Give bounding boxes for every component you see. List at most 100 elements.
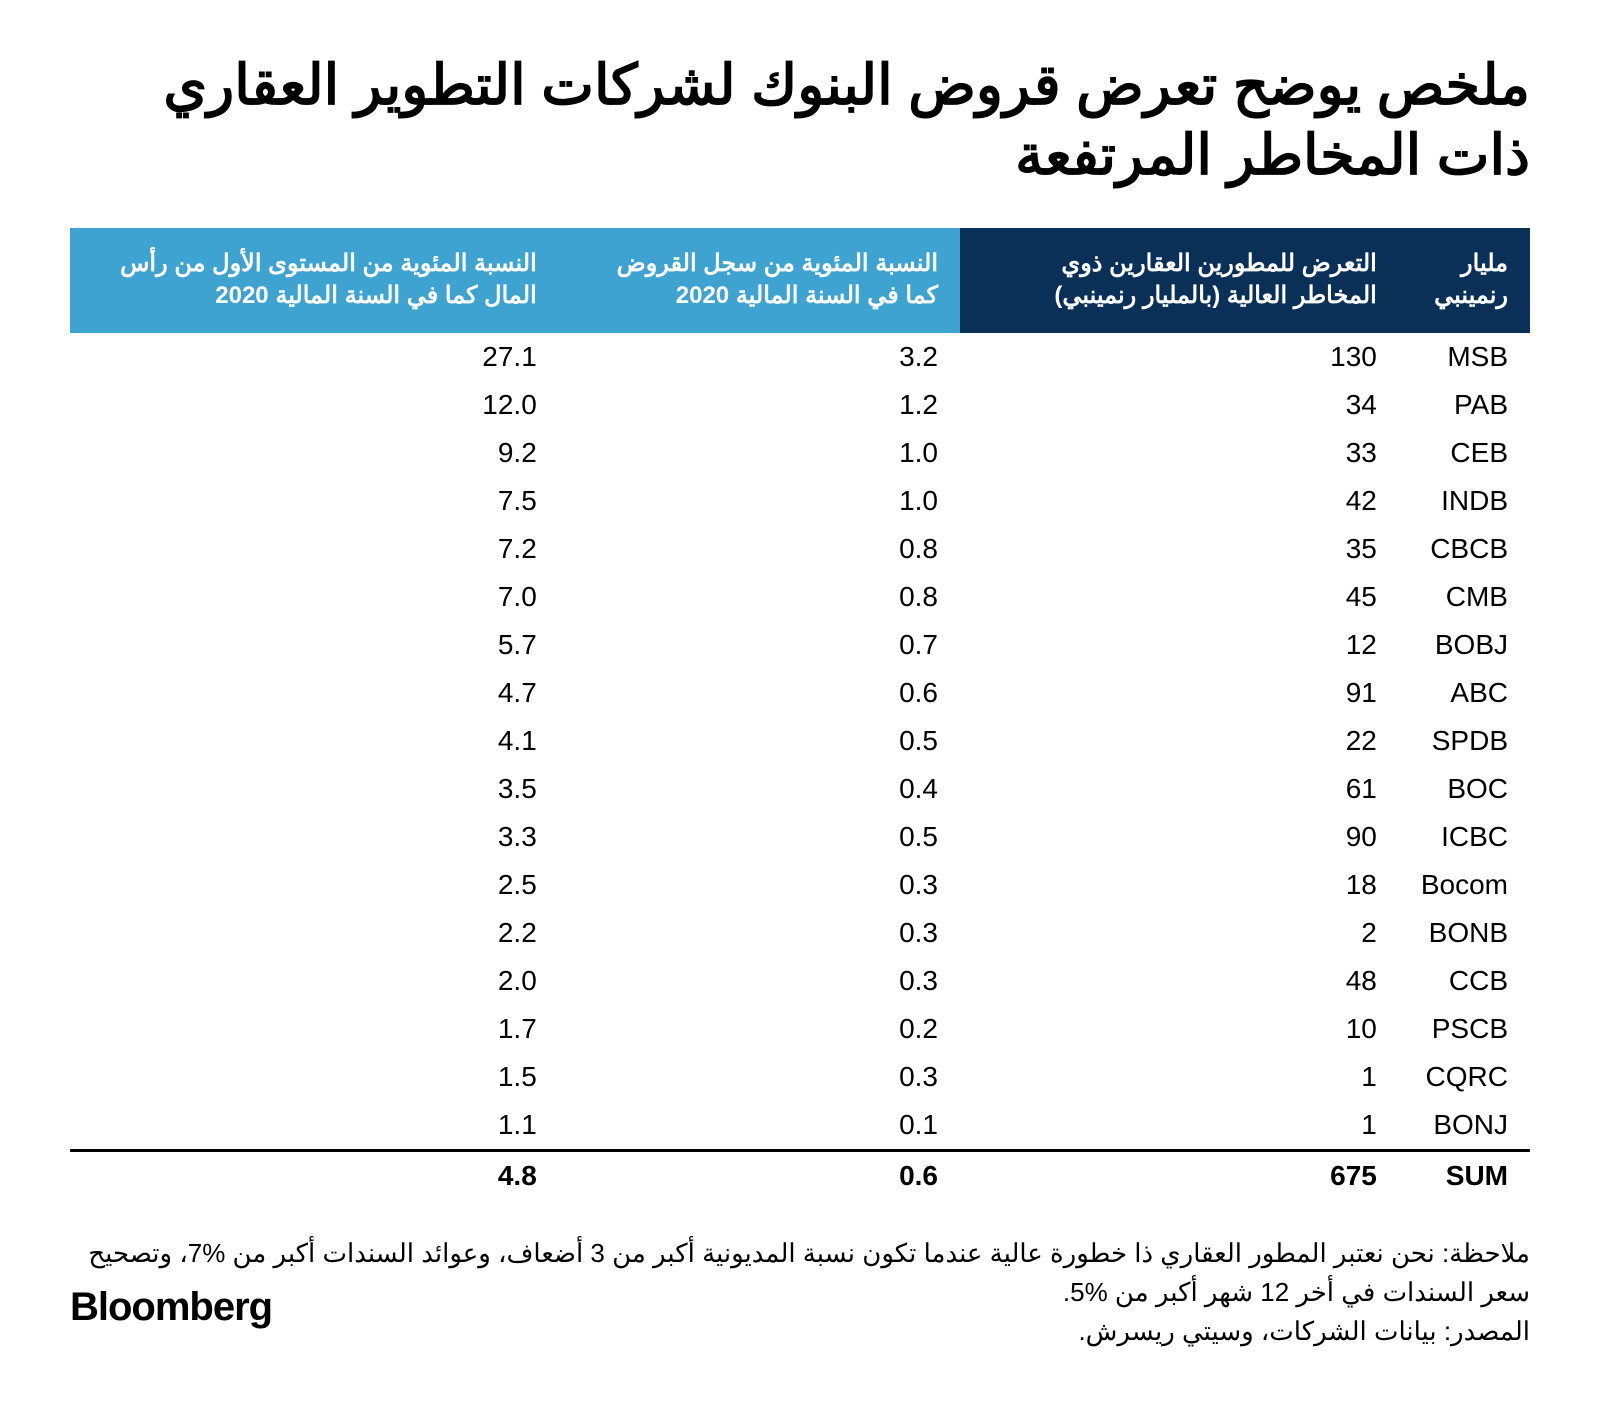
table-cell: 0.3 — [559, 1053, 960, 1101]
table-cell: 27.1 — [70, 333, 559, 381]
table-cell: 0.6 — [559, 1150, 960, 1200]
table-cell: BONJ — [1399, 1101, 1530, 1151]
table-row: BOBJ120.75.7 — [70, 621, 1530, 669]
col-header-pct-cet1: النسبة المئوية من المستوى الأول من رأس ا… — [70, 228, 559, 333]
table-cell: 0.5 — [559, 813, 960, 861]
table-cell: 91 — [960, 669, 1399, 717]
table-cell: ABC — [1399, 669, 1530, 717]
table-cell: 2.0 — [70, 957, 559, 1005]
table-cell: BONB — [1399, 909, 1530, 957]
table-cell: MSB — [1399, 333, 1530, 381]
table-cell: 1.5 — [70, 1053, 559, 1101]
table-row: ICBC900.53.3 — [70, 813, 1530, 861]
page-title: ملخص يوضح تعرض قروض البنوك لشركات التطوي… — [70, 50, 1530, 190]
table-cell: 0.7 — [559, 621, 960, 669]
table-cell: CQRC — [1399, 1053, 1530, 1101]
table-cell: 45 — [960, 573, 1399, 621]
note-methodology: ملاحظة: نحن نعتبر المطور العقاري ذا خطور… — [70, 1234, 1530, 1312]
table-cell: 4.1 — [70, 717, 559, 765]
table-cell: CCB — [1399, 957, 1530, 1005]
table-cell: 1 — [960, 1101, 1399, 1151]
table-row: Bocom180.32.5 — [70, 861, 1530, 909]
table-row: CEB331.09.2 — [70, 429, 1530, 477]
table-cell: CBCB — [1399, 525, 1530, 573]
table-cell: CMB — [1399, 573, 1530, 621]
table-cell: 4.7 — [70, 669, 559, 717]
table-cell: 0.3 — [559, 909, 960, 957]
table-cell: 35 — [960, 525, 1399, 573]
table-cell: 3.3 — [70, 813, 559, 861]
table-row: CQRC10.31.5 — [70, 1053, 1530, 1101]
table-cell: 5.7 — [70, 621, 559, 669]
table-cell: 1.0 — [559, 429, 960, 477]
table-row: MSB1303.227.1 — [70, 333, 1530, 381]
col-header-bank: مليار رنمينبي — [1399, 228, 1530, 333]
table-cell: 2.2 — [70, 909, 559, 957]
note-source: المصدر: بيانات الشركات، وسيتي ريسرش. — [70, 1312, 1530, 1351]
table-cell: 1.7 — [70, 1005, 559, 1053]
exposure-table: مليار رنمينبي التعرض للمطورين العقارين ذ… — [70, 228, 1530, 1200]
table-row: INDB421.07.5 — [70, 477, 1530, 525]
table-sum-row: SUM6750.64.8 — [70, 1150, 1530, 1200]
table-cell: 0.8 — [559, 573, 960, 621]
table-cell: 48 — [960, 957, 1399, 1005]
table-cell: 675 — [960, 1150, 1399, 1200]
table-row: BONJ10.11.1 — [70, 1101, 1530, 1151]
table-header-row: مليار رنمينبي التعرض للمطورين العقارين ذ… — [70, 228, 1530, 333]
table-row: PSCB100.21.7 — [70, 1005, 1530, 1053]
table-cell: 18 — [960, 861, 1399, 909]
table-cell: 0.3 — [559, 957, 960, 1005]
table-row: BONB20.32.2 — [70, 909, 1530, 957]
table-cell: INDB — [1399, 477, 1530, 525]
table-cell: 0.3 — [559, 861, 960, 909]
table-cell: 3.2 — [559, 333, 960, 381]
table-cell: SUM — [1399, 1150, 1530, 1200]
table-cell: CEB — [1399, 429, 1530, 477]
table-cell: 61 — [960, 765, 1399, 813]
table-row: CMB450.87.0 — [70, 573, 1530, 621]
table-cell: 33 — [960, 429, 1399, 477]
footnotes: ملاحظة: نحن نعتبر المطور العقاري ذا خطور… — [70, 1234, 1530, 1351]
table-cell: 1.2 — [559, 381, 960, 429]
table-row: CBCB350.87.2 — [70, 525, 1530, 573]
table-cell: 1.1 — [70, 1101, 559, 1151]
bloomberg-logo: Bloomberg — [70, 1285, 272, 1330]
col-header-pct-loan: النسبة المئوية من سجل القروض كما في السن… — [559, 228, 960, 333]
table-cell: 0.6 — [559, 669, 960, 717]
table-cell: SPDB — [1399, 717, 1530, 765]
table-cell: BOC — [1399, 765, 1530, 813]
table-cell: 0.8 — [559, 525, 960, 573]
table-cell: 3.5 — [70, 765, 559, 813]
col-header-exposure: التعرض للمطورين العقارين ذوي المخاطر الع… — [960, 228, 1399, 333]
table-row: CCB480.32.0 — [70, 957, 1530, 1005]
table-cell: PAB — [1399, 381, 1530, 429]
table-cell: 0.4 — [559, 765, 960, 813]
table-cell: 0.1 — [559, 1101, 960, 1151]
table-row: PAB341.212.0 — [70, 381, 1530, 429]
table-cell: 0.5 — [559, 717, 960, 765]
table-row: SPDB220.54.1 — [70, 717, 1530, 765]
table-cell: 7.0 — [70, 573, 559, 621]
table-cell: 2 — [960, 909, 1399, 957]
table-cell: 4.8 — [70, 1150, 559, 1200]
table-cell: ICBC — [1399, 813, 1530, 861]
table-cell: 7.2 — [70, 525, 559, 573]
table-cell: 90 — [960, 813, 1399, 861]
table-cell: 9.2 — [70, 429, 559, 477]
table-cell: 10 — [960, 1005, 1399, 1053]
table-cell: 1 — [960, 1053, 1399, 1101]
table-row: BOC610.43.5 — [70, 765, 1530, 813]
table-cell: 0.2 — [559, 1005, 960, 1053]
table-cell: 12 — [960, 621, 1399, 669]
table-cell: 42 — [960, 477, 1399, 525]
table-cell: BOBJ — [1399, 621, 1530, 669]
table-cell: 34 — [960, 381, 1399, 429]
table-cell: 2.5 — [70, 861, 559, 909]
table-cell: 12.0 — [70, 381, 559, 429]
table-cell: PSCB — [1399, 1005, 1530, 1053]
table-cell: 7.5 — [70, 477, 559, 525]
table-row: ABC910.64.7 — [70, 669, 1530, 717]
table-cell: Bocom — [1399, 861, 1530, 909]
table-cell: 130 — [960, 333, 1399, 381]
table-cell: 1.0 — [559, 477, 960, 525]
